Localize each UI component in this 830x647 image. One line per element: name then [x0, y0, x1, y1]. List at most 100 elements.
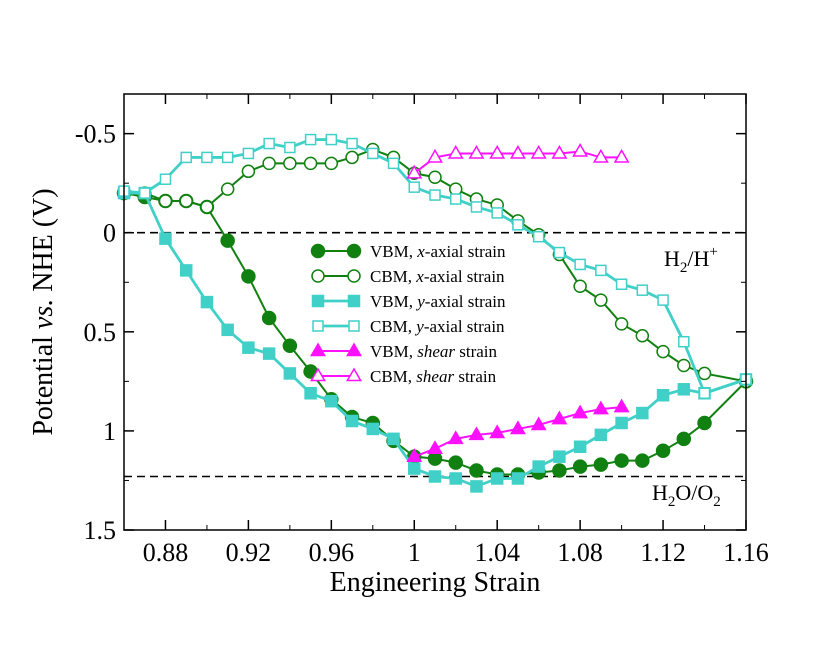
data-point-vbm-y-axial-strain	[490, 472, 504, 485]
legend-label-part: strain	[455, 342, 498, 361]
data-point-vbm-shear-strain	[613, 398, 630, 413]
data-point-vbm-shear-strain	[572, 404, 589, 419]
series-vbm-y-axial-strain	[117, 186, 753, 493]
data-point-cbm-y-axial-strain	[304, 133, 317, 146]
data-point-vbm-y-axial-strain	[470, 480, 483, 493]
legend-label: CBM, shear strain	[370, 367, 497, 386]
legend-marker	[310, 342, 326, 357]
data-point-vbm-x-axial-strain	[593, 457, 609, 472]
x-tick-label: 1.16	[723, 538, 769, 567]
data-point-vbm-y-axial-strain	[221, 323, 234, 337]
data-point-cbm-y-axial-strain	[263, 137, 275, 150]
data-point-vbm-y-axial-strain	[179, 264, 193, 277]
legend-marker	[348, 320, 360, 332]
legend-marker	[310, 243, 326, 259]
x-tick-label: 0.96	[309, 538, 355, 567]
data-point-cbm-shear-strain	[613, 148, 630, 163]
data-point-cbm-shear-strain	[551, 144, 568, 159]
data-point-vbm-y-axial-strain	[325, 394, 338, 408]
x-tick-label: 1	[408, 538, 421, 567]
legend-marker	[346, 243, 362, 259]
legend-entry-cbm-x-axial-strain: CBM, x-axial strain	[311, 267, 505, 286]
data-point-cbm-y-axial-strain	[284, 141, 296, 154]
data-point-vbm-x-axial-strain	[697, 415, 712, 431]
data-point-cbm-x-axial-strain	[656, 344, 670, 359]
legend-label: VBM, y-axial strain	[370, 292, 506, 311]
data-point-cbm-shear-strain	[509, 144, 526, 159]
legend-label: CBM, y-axial strain	[370, 317, 505, 336]
data-point-cbm-y-axial-strain	[657, 294, 669, 306]
y-tick-label: 1	[103, 417, 116, 446]
data-point-cbm-y-axial-strain	[532, 230, 545, 243]
data-point-cbm-y-axial-strain	[387, 157, 400, 170]
data-point-vbm-shear-strain	[447, 430, 464, 445]
legend-label-part: CBM,	[370, 367, 416, 386]
data-point-cbm-y-axial-strain	[636, 284, 649, 296]
h2o-o2-label-sub: 2	[668, 494, 676, 510]
data-point-cbm-y-axial-strain	[449, 193, 462, 205]
data-point-cbm-x-axial-strain	[635, 329, 650, 343]
series-layer	[116, 133, 754, 493]
legend-marker	[347, 269, 361, 283]
data-point-cbm-shear-strain	[530, 144, 547, 159]
data-point-cbm-y-axial-strain	[408, 181, 421, 193]
x-tick-label: 1.08	[557, 538, 603, 567]
series-cbm-shear-strain	[406, 142, 630, 179]
data-point-cbm-shear-strain	[447, 144, 464, 159]
data-point-vbm-y-axial-strain	[345, 414, 359, 428]
data-point-vbm-y-axial-strain	[283, 367, 297, 380]
data-point-vbm-shear-strain	[551, 410, 568, 425]
legend-marker	[311, 294, 325, 308]
data-point-cbm-x-axial-strain	[303, 156, 318, 171]
data-point-vbm-x-axial-strain	[448, 455, 463, 470]
x-tick-label: 1.04	[474, 538, 520, 567]
h2o-o2-label-main: H	[652, 480, 668, 505]
h2-h-label-sup: +	[709, 244, 717, 260]
data-point-cbm-y-axial-strain	[221, 151, 234, 164]
data-point-vbm-x-axial-strain	[241, 269, 256, 284]
data-point-cbm-x-axial-strain	[262, 156, 276, 171]
data-point-vbm-x-axial-strain	[220, 233, 235, 248]
data-point-vbm-y-axial-strain	[304, 387, 317, 400]
axis-ticks: 0.88 0.92 0.96 1 1.04 1.08 1.12 1.16 -0.5 0 0.5 1 1.…	[75, 94, 769, 567]
y-axis-title-part-1: Potential	[28, 329, 59, 436]
y-tick-label: 0	[103, 219, 116, 248]
data-point-vbm-x-axial-strain	[676, 431, 692, 447]
h2o-o2-label-mid: O/O	[675, 480, 713, 505]
data-point-cbm-y-axial-strain	[698, 387, 711, 400]
data-point-cbm-y-axial-strain	[367, 147, 379, 160]
data-point-vbm-x-axial-strain	[635, 453, 650, 468]
legend-label-part: y	[414, 317, 424, 336]
series-cbm-x-axial-strain	[117, 142, 753, 389]
data-point-vbm-y-axial-strain	[553, 450, 566, 463]
data-point-vbm-y-axial-strain	[428, 470, 442, 483]
data-point-cbm-x-axial-strain	[697, 366, 712, 381]
data-point-vbm-y-axial-strain	[636, 406, 649, 420]
data-point-cbm-x-axial-strain	[428, 170, 442, 184]
legend-label-part: VBM,	[370, 342, 417, 361]
h2-h-label-mid: /H	[687, 246, 709, 271]
legend-marker	[312, 320, 324, 332]
data-point-cbm-y-axial-strain	[138, 187, 151, 199]
legend-label-part: strain	[454, 367, 497, 386]
data-point-vbm-shear-strain	[468, 426, 485, 441]
x-axis-title: Engineering Strain	[330, 567, 541, 598]
h2-h-label-sub: 2	[680, 260, 688, 276]
data-point-vbm-y-axial-strain	[594, 428, 608, 442]
data-point-vbm-x-axial-strain	[427, 451, 443, 466]
data-point-cbm-y-axial-strain	[159, 173, 172, 185]
legend-marker	[311, 269, 325, 283]
data-point-cbm-x-axial-strain	[179, 194, 193, 208]
data-point-cbm-x-axial-strain	[158, 194, 173, 208]
data-point-vbm-y-axial-strain	[532, 460, 545, 473]
data-point-vbm-x-axial-strain	[572, 459, 588, 474]
legend-label-part: -axial strain	[425, 242, 506, 261]
legend-label-part: -axial strain	[424, 267, 505, 286]
data-point-cbm-x-axial-strain	[283, 156, 297, 171]
legend-entry-cbm-y-axial-strain: CBM, y-axial strain	[312, 317, 505, 336]
legend-marker	[346, 367, 362, 382]
data-point-cbm-y-axial-strain	[491, 207, 503, 219]
